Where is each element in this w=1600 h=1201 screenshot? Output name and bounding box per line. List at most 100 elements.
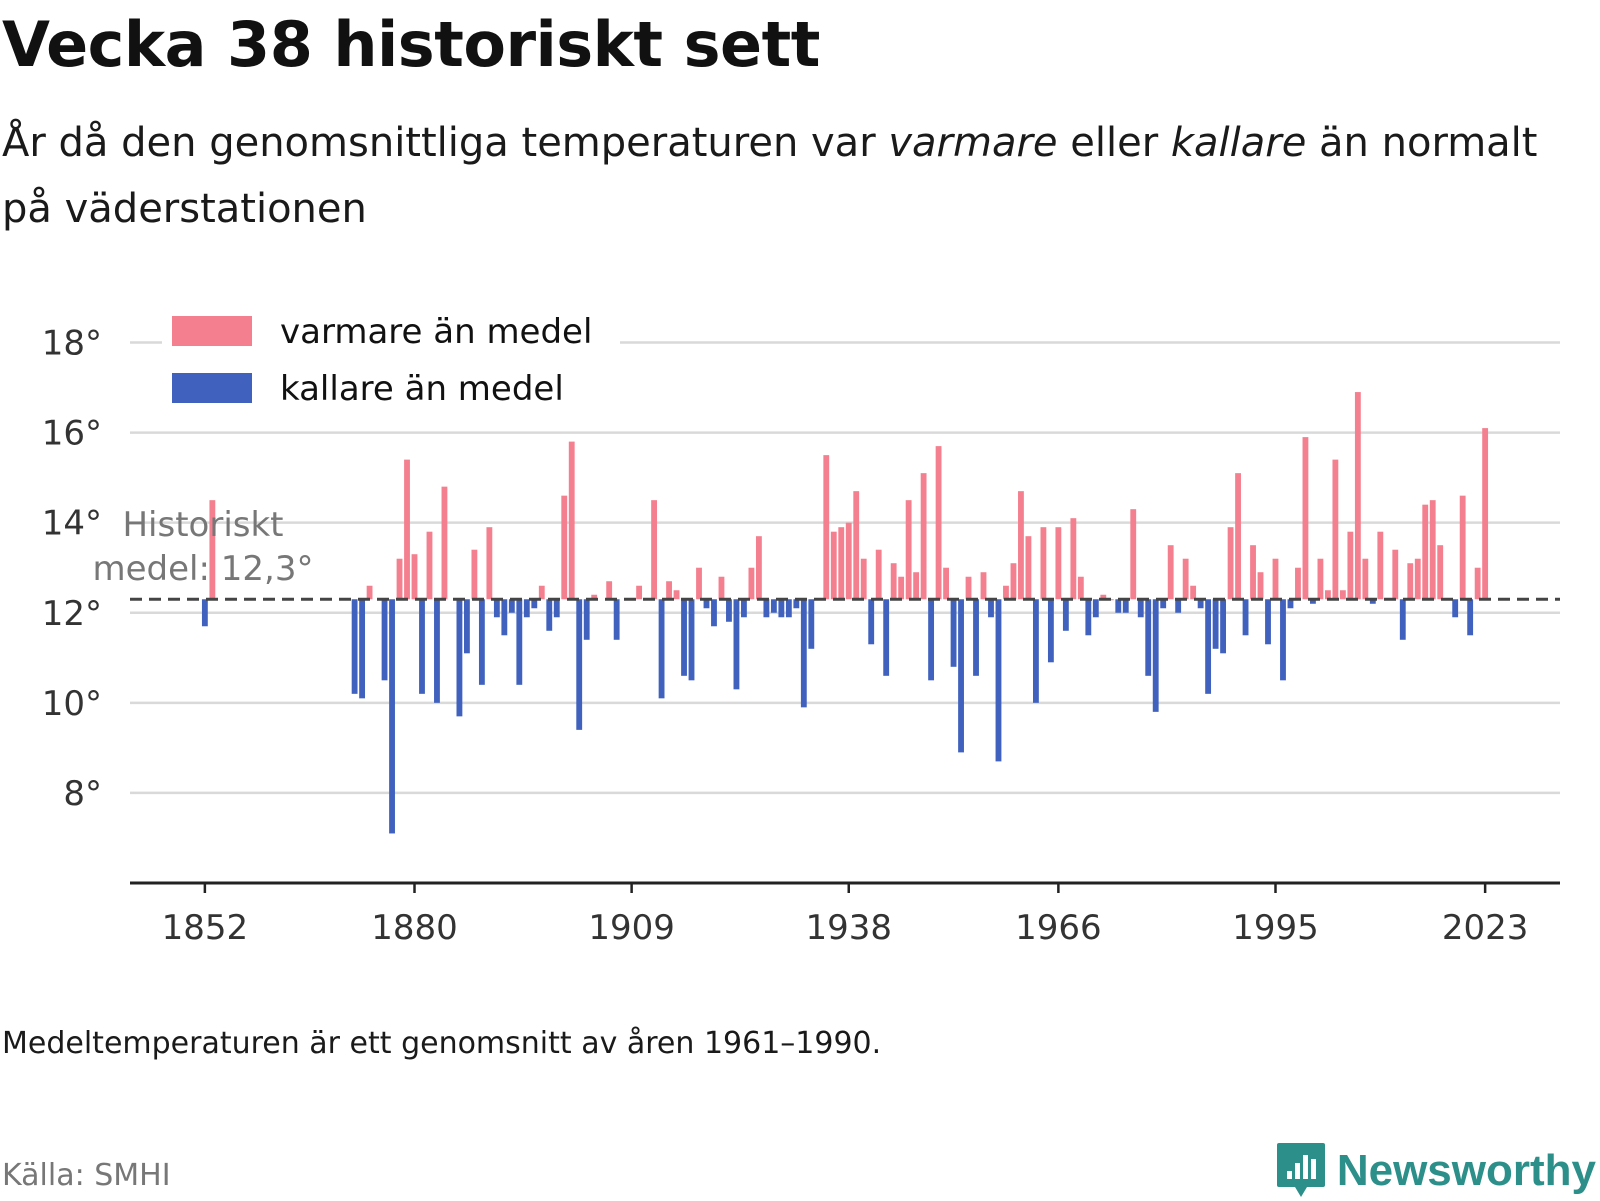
bar-warm (898, 576, 905, 600)
bar-warm (1437, 545, 1444, 600)
bar-cold (703, 599, 710, 609)
subtitle-text-a: År då den genomsnittliga temperaturen va… (2, 120, 889, 166)
bar-warm (965, 576, 972, 600)
bar-warm (1354, 392, 1361, 600)
bar-cold (1220, 599, 1227, 654)
bar-warm (905, 500, 912, 600)
y-tick-label: 8° (63, 774, 102, 814)
bar-cold (741, 599, 747, 618)
bar-cold (1399, 599, 1406, 640)
bar-warm (1339, 590, 1346, 600)
newsworthy-icon (1276, 1143, 1325, 1197)
bar-warm (1407, 563, 1414, 600)
bar-cold (546, 599, 553, 631)
bar-cold (995, 599, 1002, 762)
bar-warm (636, 585, 643, 600)
subtitle-cold-word: kallare (1170, 120, 1307, 166)
bar-warm (568, 441, 575, 600)
bar-cold (1280, 599, 1286, 681)
bar-warm (1167, 545, 1174, 600)
bar-warm (860, 558, 867, 600)
bar-warm (696, 567, 702, 600)
legend-swatch (172, 316, 252, 346)
x-tick-label: 2023 (1442, 908, 1529, 948)
bar-warm (1459, 495, 1466, 600)
bar-cold (793, 599, 800, 609)
bar-warm (651, 500, 658, 600)
x-tick-label: 1966 (1015, 908, 1102, 948)
bar-cold (778, 599, 785, 618)
bar-warm (1295, 567, 1301, 600)
bar-warm (980, 572, 987, 600)
footnote: Medeltemperaturen är ett genomsnitt av å… (2, 1026, 882, 1061)
bar-cold (351, 599, 358, 694)
chart-subtitle: År då den genomsnittliga temperaturen va… (2, 110, 1562, 242)
bar-cold (883, 599, 890, 676)
y-tick-label: 18° (42, 324, 102, 364)
bar-cold (1062, 599, 1069, 631)
bar-cold (800, 599, 807, 708)
bar-cold (770, 599, 777, 613)
bar-cold (808, 599, 815, 649)
bar-warm (538, 585, 545, 600)
bar-cold (419, 599, 425, 694)
bar-warm (755, 536, 762, 600)
bar-warm (1257, 572, 1264, 600)
bar-cold (950, 599, 957, 667)
bar-warm (1392, 549, 1399, 600)
bar-warm (561, 495, 568, 600)
bar-warm (1025, 536, 1032, 600)
bar-cold (493, 599, 500, 618)
bar-cold (516, 599, 523, 685)
bar-cold (501, 599, 508, 636)
subtitle-text-c: än normalt på väderstationen (2, 120, 1538, 232)
bar-warm (748, 567, 755, 600)
bar-cold (1122, 599, 1129, 613)
bar-cold (763, 599, 770, 618)
bar-warm (1235, 473, 1241, 600)
brand-logo: Newsworthy (1275, 1142, 1596, 1200)
x-tick-label: 1995 (1232, 908, 1319, 948)
bar-cold (1175, 599, 1182, 613)
temperature-bar-chart: 8° 10° 12° 14° 16° 18° 1852 1880 1909 1938 1966 19… (42, 306, 1560, 948)
bar-cold (988, 599, 994, 618)
bar-warm (718, 576, 725, 600)
bar-cold (1205, 599, 1212, 694)
subtitle-warm-word: varmare (888, 120, 1058, 166)
bar-warm (1474, 567, 1481, 600)
bar-cold (973, 599, 979, 676)
bar-warm (1302, 437, 1309, 600)
bar-warm (1070, 518, 1077, 600)
bar-warm (1182, 558, 1189, 600)
bar-cold (1310, 599, 1316, 604)
bar-warm (1422, 504, 1429, 600)
bar-warm (1324, 590, 1331, 600)
bar-warm (1003, 585, 1009, 600)
subtitle-text-b: eller (1057, 120, 1171, 166)
bar-cold (1197, 599, 1204, 609)
bar-warm (471, 549, 478, 600)
bar-cold (576, 599, 583, 730)
x-tick-label: 1880 (371, 908, 458, 948)
bar-warm (666, 581, 672, 600)
legend-label: varmare än medel (280, 312, 592, 352)
bar-cold (733, 599, 740, 690)
bar-warm (591, 594, 598, 600)
bar-cold (1092, 599, 1099, 618)
x-tick-label: 1852 (162, 908, 249, 948)
bar-warm (823, 455, 830, 600)
bar-cold (726, 599, 732, 622)
bar-cold (583, 599, 590, 640)
bar-warm (1482, 428, 1489, 600)
bar-warm (366, 585, 373, 600)
bar-cold (1152, 599, 1159, 712)
bar-cold (688, 599, 695, 681)
bar-warm (1010, 563, 1017, 600)
bar-cold (1242, 599, 1249, 636)
bar-warm (1250, 545, 1256, 600)
bar-cold (711, 599, 717, 627)
bar-cold (928, 599, 935, 681)
bar-warm (853, 491, 860, 600)
bar-cold (613, 599, 620, 640)
